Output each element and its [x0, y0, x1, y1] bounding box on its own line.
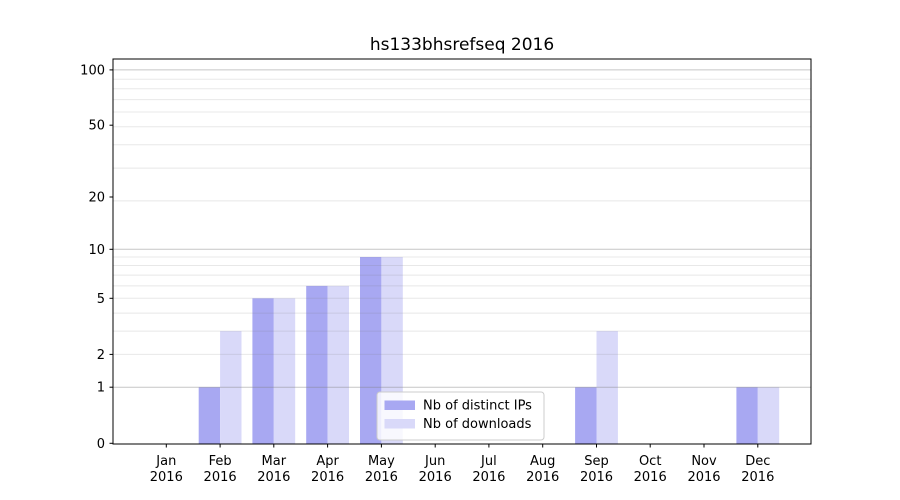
y-tick-label: 10 — [88, 243, 105, 258]
bar-nb-of-downloads-sep — [596, 331, 618, 444]
x-tick-label-month: Aug — [530, 454, 555, 469]
x-tick-label-year: 2016 — [526, 470, 559, 485]
legend-label-distinct-ips: Nb of distinct IPs — [423, 399, 532, 414]
x-tick-label-year: 2016 — [419, 470, 452, 485]
x-tick-label-month: Jul — [480, 454, 497, 469]
y-tick-label: 5 — [97, 292, 105, 307]
legend-box — [376, 391, 545, 441]
bar-nb-of-distinct-ips-apr — [306, 285, 328, 444]
y-tick-label: 1 — [97, 381, 105, 396]
x-tick-label-month: Oct — [639, 454, 661, 469]
x-tick-label-month: Dec — [745, 454, 770, 469]
x-tick-label-year: 2016 — [365, 470, 398, 485]
x-tick-label-month: Sep — [584, 454, 609, 469]
x-tick-label-month: Nov — [691, 454, 717, 469]
x-tick-label-month: Jan — [155, 454, 176, 469]
x-tick-label-month: Apr — [316, 454, 339, 469]
y-tick-label: 20 — [88, 191, 105, 206]
legend-swatch-downloads — [384, 419, 415, 429]
x-tick-label-year: 2016 — [687, 470, 720, 485]
bar-nb-of-distinct-ips-may — [360, 257, 382, 444]
x-tick-label-year: 2016 — [311, 470, 344, 485]
x-tick-label-year: 2016 — [472, 470, 505, 485]
x-tick-label-year: 2016 — [741, 470, 774, 485]
legend-swatch-distinct-ips — [384, 400, 415, 410]
x-tick-label-year: 2016 — [204, 470, 237, 485]
y-tick-label: 0 — [97, 437, 105, 452]
x-tick-label-year: 2016 — [580, 470, 613, 485]
x-tick-label-month: Feb — [209, 454, 232, 469]
legend-label-downloads: Nb of downloads — [423, 417, 532, 432]
bar-nb-of-downloads-dec — [757, 387, 780, 444]
bar-nb-of-downloads-apr — [327, 285, 349, 444]
bar-nb-of-downloads-feb — [220, 331, 242, 444]
plot-frame — [112, 58, 812, 445]
bar-nb-of-distinct-ips-dec — [736, 387, 758, 444]
bar-nb-of-distinct-ips-feb — [198, 387, 221, 444]
x-tick-label-month: Jun — [424, 454, 445, 469]
chart-title: hs133bhsrefseq 2016 — [369, 35, 555, 55]
x-tick-label-year: 2016 — [150, 470, 183, 485]
x-tick-label-year: 2016 — [257, 470, 290, 485]
y-tick-label: 2 — [97, 348, 105, 363]
x-tick-label-month: Mar — [262, 454, 287, 469]
bar-nb-of-distinct-ips-sep — [575, 387, 597, 444]
x-tick-label-month: May — [368, 454, 395, 469]
y-tick-label: 50 — [88, 119, 105, 134]
x-tick-label-year: 2016 — [634, 470, 667, 485]
bar-nb-of-distinct-ips-mar — [252, 298, 274, 444]
bar-nb-of-downloads-mar — [273, 298, 296, 444]
y-tick-label: 100 — [80, 63, 105, 78]
